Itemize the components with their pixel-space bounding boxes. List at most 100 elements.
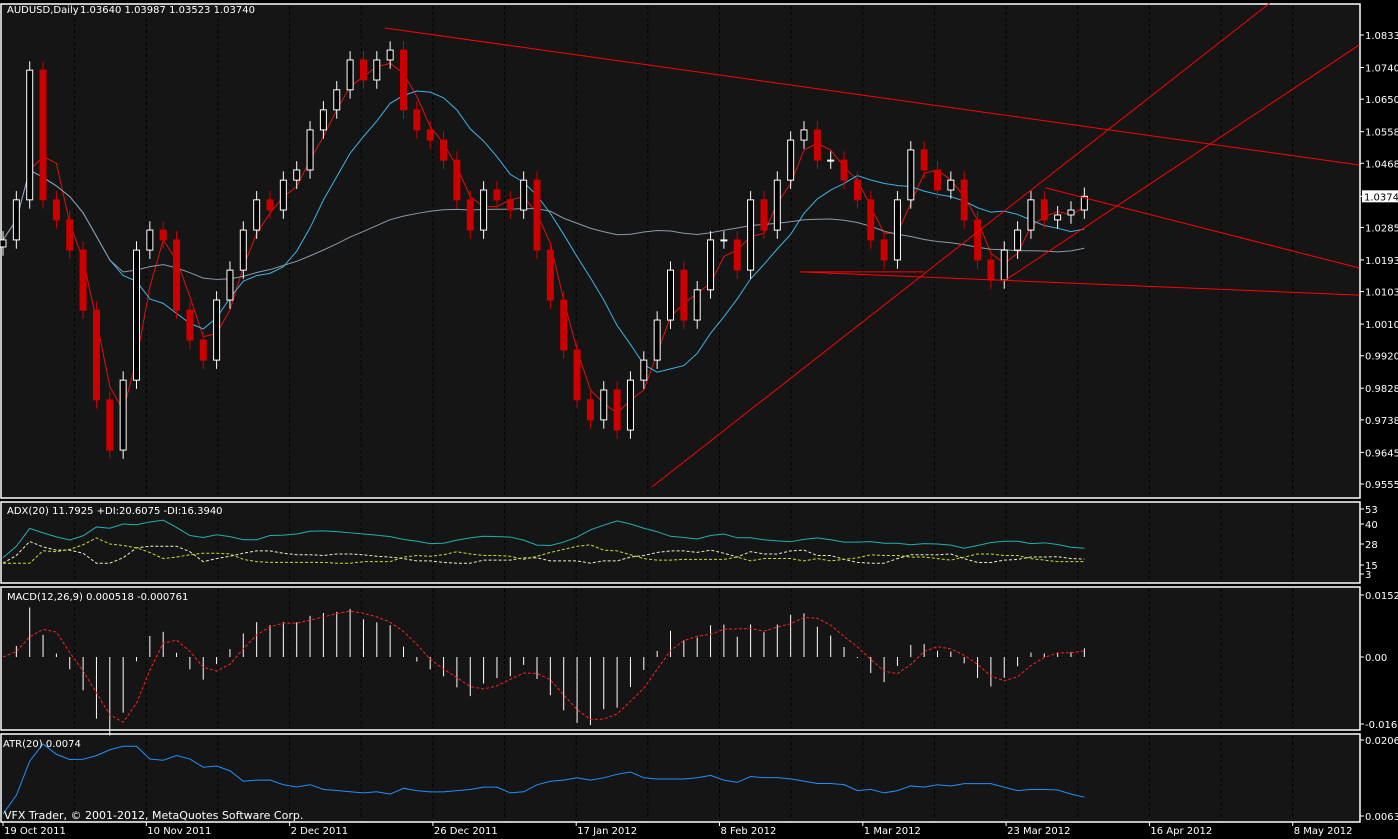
candle-body <box>12 199 20 241</box>
trendline <box>384 27 1360 166</box>
price-tick: 1.05580 <box>1365 128 1398 139</box>
atr-tick: 0.0063 <box>1365 812 1398 823</box>
adx-tick: 28 <box>1365 540 1378 551</box>
candle-body <box>693 289 701 321</box>
macd-signal-line <box>2 610 1085 723</box>
candle-body <box>39 69 47 201</box>
candle-body <box>133 249 140 381</box>
ma-slow-line <box>2 169 1085 280</box>
price-tick: 1.07405 <box>1365 64 1398 75</box>
candle-body <box>359 59 367 81</box>
candle-body <box>747 199 755 271</box>
current-price-label: 1.03740 <box>1364 192 1398 203</box>
candle-body <box>306 129 314 171</box>
candle-body <box>52 199 60 221</box>
minus-di-line <box>3 537 1085 564</box>
candle-body <box>79 249 87 311</box>
candle-body <box>333 89 341 111</box>
candle-body <box>453 159 461 201</box>
adx-tick: 15 <box>1365 561 1378 572</box>
candle-body <box>279 179 287 211</box>
adx-tick: 40 <box>1365 520 1378 531</box>
price-tick: 1.04680 <box>1365 159 1398 170</box>
candle-body <box>373 59 381 81</box>
candle-body <box>1040 199 1048 221</box>
price-tick: 1.00105 <box>1365 320 1398 331</box>
adx-tick: 3 <box>1365 570 1371 581</box>
candle-body <box>773 179 781 231</box>
trendline <box>1005 44 1360 281</box>
candle-body <box>733 239 741 271</box>
candle-body <box>1000 249 1008 281</box>
candle-body <box>159 229 167 241</box>
macd-tick: 0.015218 <box>1365 591 1398 602</box>
candle-body <box>573 349 581 401</box>
atr-label: ATR(20) 0.0074 <box>3 739 81 750</box>
candle-body <box>400 49 407 111</box>
candle-body <box>840 159 848 181</box>
candle-body <box>934 169 941 191</box>
candle-body <box>947 179 955 191</box>
date-tick: 10 Nov 2011 <box>147 826 211 837</box>
candle-body <box>173 239 181 311</box>
candle-body <box>440 139 448 161</box>
atr-tick: 0.0206 <box>1365 736 1398 747</box>
adx-tick: 53 <box>1365 505 1378 516</box>
candle-body <box>226 269 234 301</box>
date-tick: 8 May 2012 <box>1294 826 1353 837</box>
candle-body <box>613 389 621 431</box>
candle-body <box>586 399 594 421</box>
candle-body <box>533 179 541 251</box>
candle-body <box>199 339 207 361</box>
ma-mid-line <box>2 90 1085 373</box>
candle-body <box>1027 199 1035 231</box>
price-tick: 1.01930 <box>1365 256 1398 267</box>
date-tick: 16 Apr 2012 <box>1150 826 1212 837</box>
price-tick: 1.06505 <box>1365 95 1398 106</box>
candle-body <box>293 169 301 181</box>
macd-label: MACD(12,26,9) 0.000518 -0.000761 <box>7 592 189 603</box>
candle-body <box>213 299 221 361</box>
atr-pane <box>0 733 1361 823</box>
candle-body <box>426 129 434 141</box>
candle-body <box>386 49 394 61</box>
candle-body <box>800 129 808 141</box>
candle-body <box>92 309 100 401</box>
adx-label: ADX(20) 11.7925 +DI:20.6075 -DI:16.3940 <box>7 506 223 517</box>
price-tick: 1.02855 <box>1365 223 1398 234</box>
candle-body <box>0 239 7 248</box>
candle-body <box>560 299 568 351</box>
candle-body <box>920 149 928 171</box>
date-tick: 19 Oct 2011 <box>4 826 66 837</box>
candle-body <box>1080 195 1088 211</box>
candle-body <box>907 149 915 201</box>
candle-body <box>893 199 901 261</box>
trendline <box>1045 187 1360 269</box>
candle-body <box>480 189 488 231</box>
candle-body <box>186 309 194 341</box>
candle-body <box>546 249 554 301</box>
candle-body <box>319 109 327 131</box>
trendline <box>651 2 1271 488</box>
macd-tick: 0.00 <box>1365 653 1387 664</box>
candle-body <box>66 219 74 251</box>
candle-body <box>106 399 114 451</box>
candle-body <box>600 389 608 421</box>
candle-body <box>707 239 715 291</box>
atr-line <box>2 743 1085 815</box>
candle-body <box>520 179 528 211</box>
date-tick: 17 Jan 2012 <box>577 826 637 837</box>
candle-body <box>26 69 34 201</box>
candle-body <box>720 239 728 242</box>
candle-body <box>827 159 835 162</box>
candle-body <box>146 229 154 251</box>
candle-body <box>653 319 661 361</box>
candle-body <box>867 199 875 241</box>
candle-body <box>1014 229 1022 251</box>
date-tick: 2 Dec 2011 <box>291 826 349 837</box>
chart-header-ohlc: 1.03640 1.03987 1.03523 1.03740 <box>80 5 255 16</box>
watermark: VFX Trader, © 2001-2012, MetaQuotes Soft… <box>4 809 304 822</box>
